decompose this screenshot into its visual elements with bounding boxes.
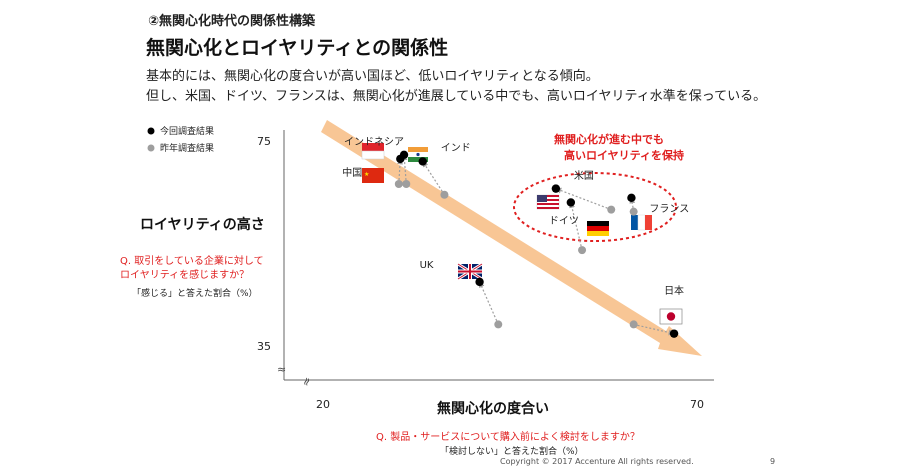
x-axis-break-icon: ≈ xyxy=(299,375,314,388)
section-heading: ②無関心化時代の関係性構築 xyxy=(148,14,316,29)
legend-previous-text: 昨年調査結果 xyxy=(160,144,215,154)
country-label-germany: ドイツ xyxy=(548,216,579,228)
current-point-uk xyxy=(475,277,484,287)
trend-line-india xyxy=(422,160,445,196)
country-label-indonesia: インドネシア xyxy=(344,136,405,148)
legend-current-text: 今回調査結果 xyxy=(160,127,215,137)
flag-uk-icon xyxy=(457,262,483,281)
previous-point-indonesia xyxy=(402,180,411,188)
current-point-usa xyxy=(551,184,561,193)
trend-line-uk xyxy=(479,281,499,325)
previous-point-france xyxy=(629,207,638,216)
country-label-france: フランス xyxy=(649,203,690,215)
current-point-france xyxy=(627,193,636,203)
subtitle-line-1: 基本的には、無関心化の度合いが高い国ほど、低いロイヤリティとなる傾向。 xyxy=(146,69,599,84)
subtitle-line-2: 但し、米国、ドイツ、フランスは、無関心化が進展している中でも、高いロイヤリティ水… xyxy=(146,89,767,104)
x-axis-measure: 「検討しない」と答えた割合（%） xyxy=(440,447,584,457)
current-point-germany xyxy=(566,198,576,207)
previous-point-japan xyxy=(629,320,638,329)
current-point-india xyxy=(418,157,427,166)
y-axis-question-line-1: Q. 取引をしている企業に対して xyxy=(120,256,264,267)
country-label-usa: 米国 xyxy=(573,170,594,182)
flag-india-icon xyxy=(408,147,428,162)
country-label-china: 中国 xyxy=(342,167,363,179)
copyright-text: Copyright © 2017 Accenture All rights re… xyxy=(500,457,694,466)
previous-point-india xyxy=(440,190,449,199)
previous-point-uk xyxy=(494,320,503,329)
x-tick-label-0: 20 xyxy=(316,398,330,411)
y-axis-measure: 「感じる」と答えた割合（%） xyxy=(132,289,258,299)
page-title: 無関心化とロイヤリティとの関係性 xyxy=(146,37,449,59)
y-tick-label-0: 35 xyxy=(257,340,271,353)
flag-usa-icon xyxy=(536,194,560,210)
x-axis-question: Q. 製品・サービスについて購入前によく検討をしますか？ xyxy=(376,432,640,443)
flag-china-icon: ★ xyxy=(362,168,384,183)
trend-arrow xyxy=(321,120,702,356)
country-label-india: インド xyxy=(440,143,471,155)
callout-line-1: 無関心化が進む中でも xyxy=(554,133,664,146)
flag-japan-icon xyxy=(659,308,683,325)
flag-france-icon xyxy=(631,214,652,231)
highlight-ellipse xyxy=(513,172,677,242)
legend-current-marker xyxy=(147,127,155,135)
trend-line-usa xyxy=(555,187,612,211)
y-axis-break-icon: ≈ xyxy=(277,363,286,376)
x-tick-label-1: 70 xyxy=(690,398,704,411)
x-axis-title: 無関心化の度合い xyxy=(437,401,549,417)
legend-previous-marker xyxy=(147,144,155,152)
flag-germany-icon xyxy=(587,221,609,236)
country-label-uk: UK xyxy=(419,259,434,271)
callout-line-2: 高いロイヤリティを保持 xyxy=(564,149,685,162)
flag-indonesia-icon xyxy=(361,143,385,160)
current-point-japan xyxy=(669,329,679,338)
current-point-china xyxy=(396,154,405,164)
previous-point-china xyxy=(394,180,403,188)
legend-current-label: 今回調査結果 xyxy=(160,124,214,137)
legend-previous-label: 昨年調査結果 xyxy=(160,141,214,154)
page-number: 9 xyxy=(770,457,776,466)
trend-line-japan xyxy=(633,323,675,336)
previous-point-germany xyxy=(578,246,587,255)
y-tick-label-1: 75 xyxy=(257,135,271,148)
y-axis-question-line-2: ロイヤリティを感じますか？ xyxy=(120,270,250,281)
y-axis-title: ロイヤリティの高さ xyxy=(140,217,265,233)
svg-text:★: ★ xyxy=(364,171,369,178)
previous-point-usa xyxy=(607,205,616,214)
trend-line-germany xyxy=(569,201,583,251)
country-label-japan: 日本 xyxy=(664,285,685,297)
